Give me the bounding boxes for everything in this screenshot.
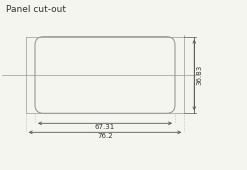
Text: 36.83: 36.83 — [197, 65, 203, 85]
Text: Panel cut-out: Panel cut-out — [6, 5, 66, 14]
Text: 76.2: 76.2 — [97, 133, 113, 139]
Text: 67.31: 67.31 — [95, 124, 115, 130]
